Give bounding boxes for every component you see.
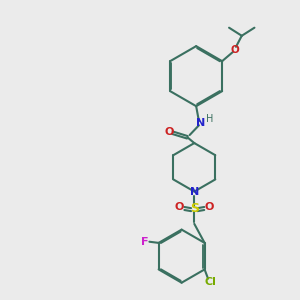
Text: Cl: Cl [204,277,216,287]
Text: O: O [230,45,239,55]
Text: N: N [196,118,206,128]
Text: H: H [206,114,213,124]
Text: S: S [190,202,199,215]
Text: N: N [190,187,199,196]
Text: O: O [205,202,214,212]
Text: O: O [175,202,184,212]
Text: O: O [165,127,174,137]
Text: F: F [141,237,148,247]
